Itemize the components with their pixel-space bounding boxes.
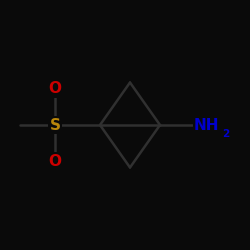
Text: O: O xyxy=(48,81,62,96)
Text: 2: 2 xyxy=(222,129,230,139)
Text: O: O xyxy=(48,154,62,169)
Text: NH: NH xyxy=(194,118,219,132)
Text: S: S xyxy=(50,118,60,132)
